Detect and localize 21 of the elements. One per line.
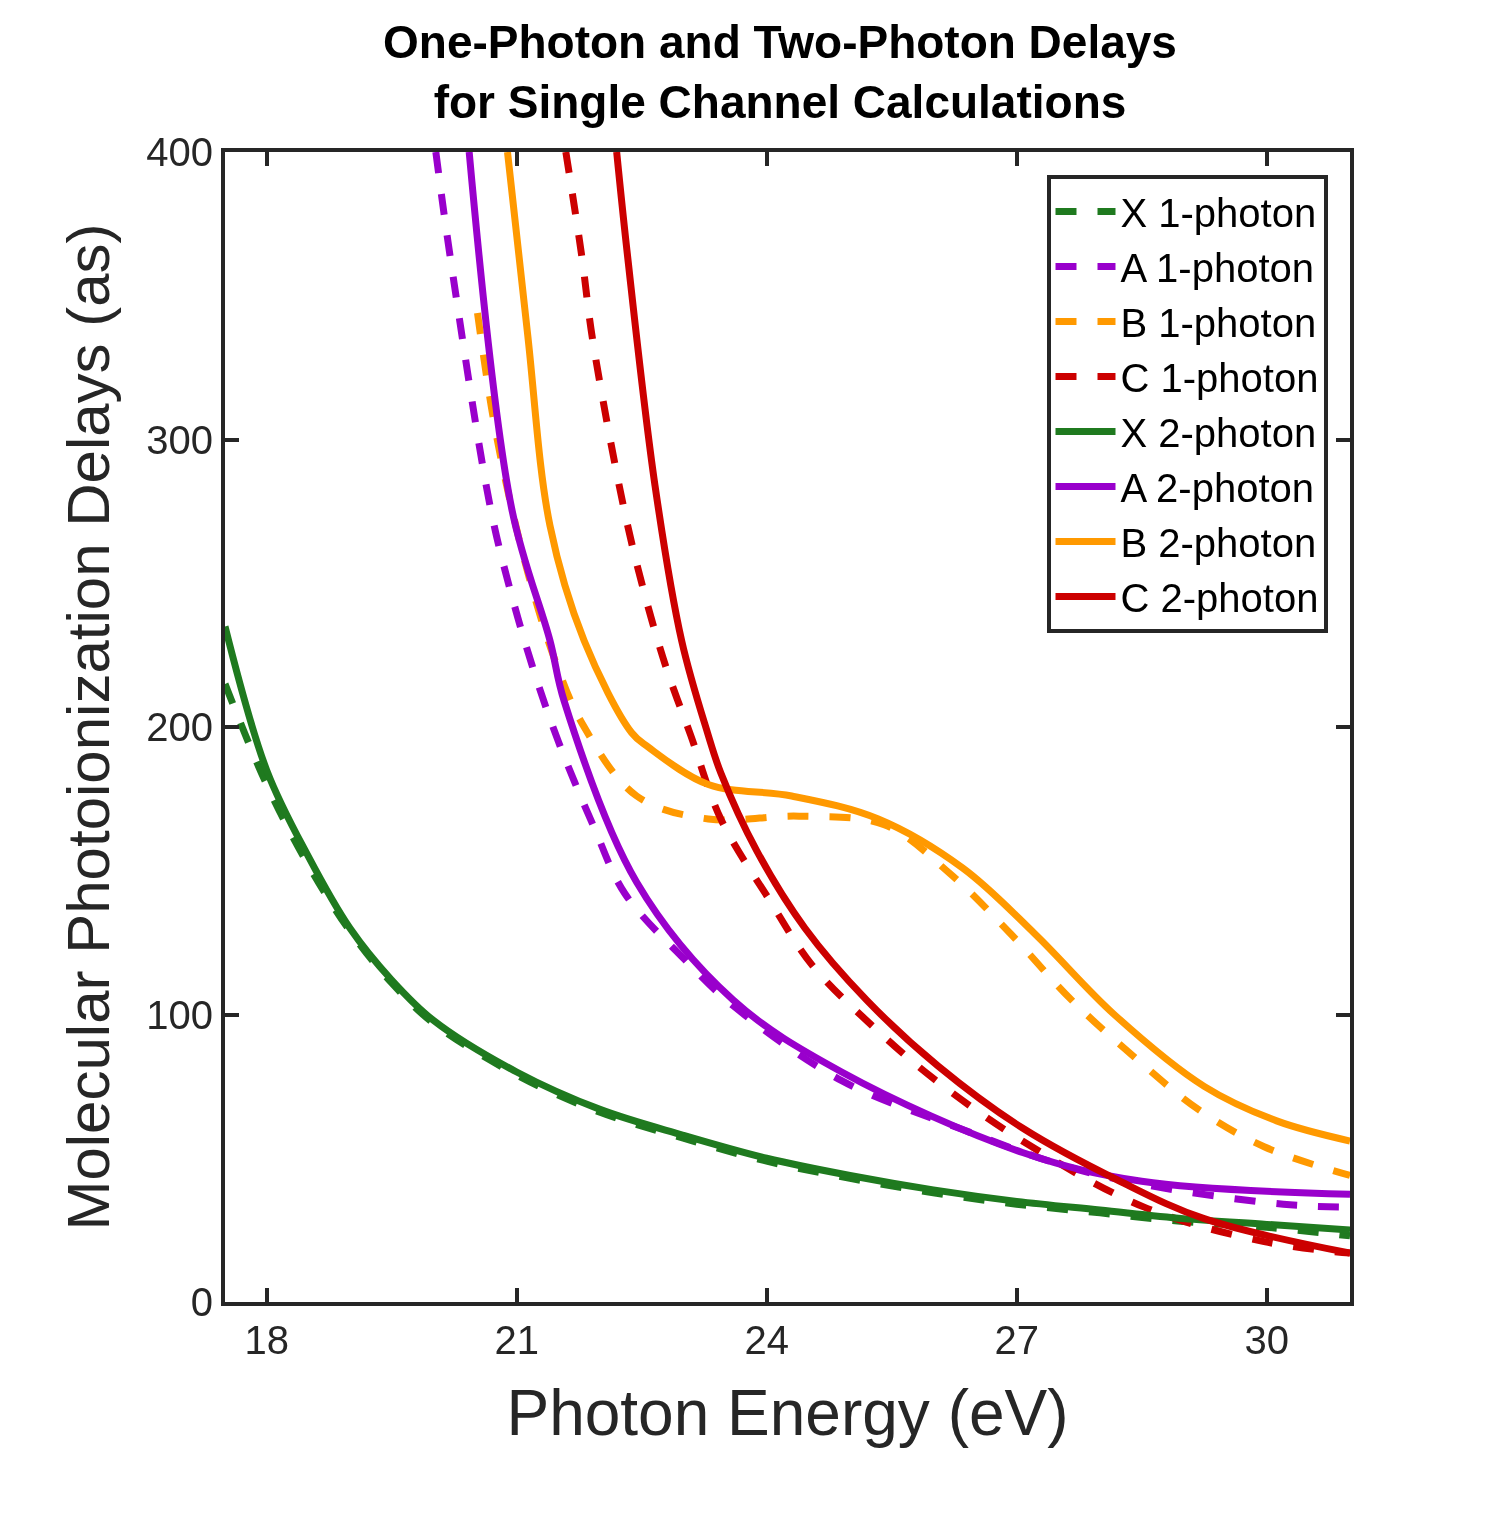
legend-label: C 1-photon (1120, 356, 1319, 401)
legend-label: B 2-photon (1120, 521, 1317, 566)
chart-title: One-Photon and Two-Photon Delays for Single Channel Calculations (383, 16, 1177, 129)
x-tick-label: 18 (244, 1318, 289, 1362)
legend-label: X 2-photon (1120, 411, 1317, 456)
legend-label: C 2-photon (1120, 576, 1319, 621)
legend-label: A 2-photon (1120, 466, 1314, 511)
x-tick-label: 21 (494, 1318, 539, 1362)
x-tick-label: 24 (744, 1318, 789, 1362)
y-tick-label: 200 (146, 705, 213, 749)
y-axis-title: Molecular Photoionization Delays (as) (55, 223, 123, 1231)
legend-label: X 1-photon (1120, 191, 1317, 236)
y-tick-label: 300 (146, 417, 213, 462)
legend-label: B 1-photon (1120, 301, 1317, 346)
x-axis-title: Photon Energy (eV) (506, 1376, 1069, 1449)
y-tick-label: 0 (190, 1280, 213, 1324)
x-tick-label: 27 (994, 1318, 1039, 1362)
x-tick-label: 30 (1244, 1318, 1289, 1362)
y-tick-label: 400 (146, 130, 213, 174)
y-tick-label: 100 (146, 992, 213, 1037)
legend-label: A 1-photon (1120, 246, 1314, 291)
